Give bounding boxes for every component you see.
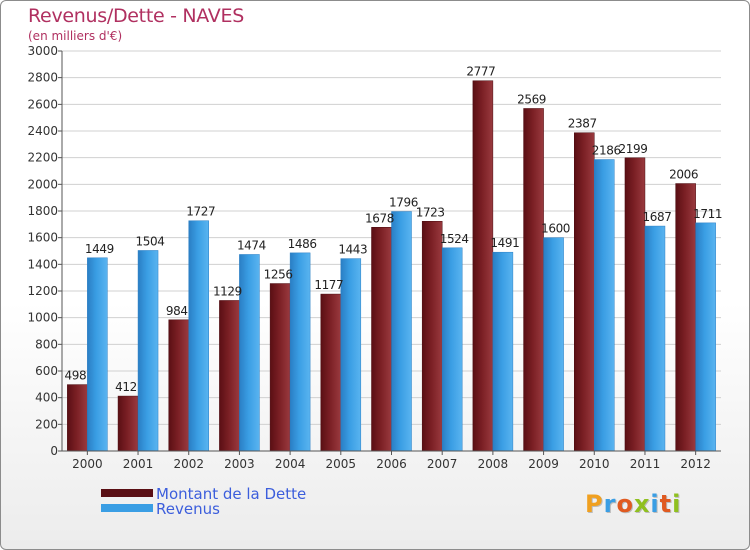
y-tick-label: 2000 [27, 177, 58, 191]
x-tick-label: 2000 [72, 457, 103, 471]
data-label: 412 [115, 380, 137, 394]
logo-letter: P [585, 490, 604, 518]
proxiti-logo: Proxiti [585, 490, 681, 518]
logo-letter: o [616, 490, 634, 518]
bar-dette [168, 319, 189, 452]
x-tick-label: 2005 [326, 457, 357, 471]
logo-letter: i [650, 490, 660, 518]
bar-revenus [492, 251, 514, 452]
data-label: 1443 [338, 243, 367, 257]
bar-revenus [644, 225, 666, 452]
bar-dette [371, 227, 392, 452]
x-tick-label: 2006 [376, 457, 407, 471]
y-tick-label: 1600 [27, 231, 58, 245]
x-tick-label: 2001 [123, 457, 154, 471]
legend-swatch-revenus [101, 504, 153, 512]
logo-letter: t [659, 490, 673, 518]
x-tick-label: 2011 [630, 457, 661, 471]
legend-label-revenus: Revenus [156, 500, 220, 518]
data-label: 984 [166, 304, 188, 318]
bar-revenus [543, 237, 564, 452]
x-tick-label: 2002 [173, 457, 204, 471]
data-label: 2777 [466, 65, 495, 79]
y-tick-label: 0 [50, 444, 58, 458]
data-label: 1474 [237, 238, 266, 252]
data-label: 1129 [213, 284, 242, 298]
bar-dette [574, 132, 595, 452]
bar-revenus [594, 159, 615, 452]
bar-revenus [340, 258, 362, 452]
chart-subtitle: (en milliers d'€) [28, 29, 123, 43]
bar-dette [523, 108, 544, 452]
bar-dette [219, 300, 240, 452]
data-label: 2186 [592, 144, 621, 158]
bar-revenus [137, 250, 159, 452]
bar-revenus [188, 220, 209, 452]
bar-dette [269, 283, 291, 452]
y-tick-label: 400 [35, 391, 58, 405]
logo-letter: x [633, 490, 651, 518]
bar-revenus [239, 254, 260, 452]
bar-revenus [87, 257, 108, 452]
legend-swatch-dette [101, 489, 153, 497]
y-tick-label: 3000 [27, 44, 58, 58]
y-tick-label: 1400 [27, 257, 58, 271]
data-label: 1723 [416, 205, 445, 219]
chart-title: Revenus/Dette - NAVES [28, 5, 244, 27]
data-label: 498 [64, 369, 86, 383]
y-tick-label: 600 [35, 364, 58, 378]
y-tick-label: 200 [35, 417, 58, 431]
legend-label-dette: Montant de la Dette [156, 485, 307, 503]
data-label: 2569 [517, 92, 546, 106]
data-label: 1711 [693, 207, 722, 221]
y-tick-label: 1800 [27, 204, 58, 218]
data-label: 1678 [365, 211, 394, 225]
data-label: 2199 [618, 142, 647, 156]
data-label: 1504 [136, 234, 165, 248]
x-tick-label: 2012 [680, 457, 711, 471]
y-tick-label: 1200 [27, 284, 58, 298]
x-tick-label: 2003 [224, 457, 255, 471]
data-label: 1727 [186, 205, 215, 219]
y-tick-label: 2600 [27, 97, 58, 111]
bar-dette [421, 221, 443, 452]
bar-dette [320, 293, 342, 452]
data-label: 1491 [490, 236, 519, 250]
bar-dette [472, 80, 494, 452]
y-tick-label: 800 [35, 337, 58, 351]
data-label: 2006 [669, 168, 698, 182]
logo-letter: r [603, 490, 617, 518]
x-tick-label: 2010 [579, 457, 610, 471]
y-tick-label: 1000 [27, 311, 58, 325]
data-label: 1687 [642, 210, 671, 224]
data-label: 1256 [264, 268, 293, 282]
logo-letter: i [672, 490, 682, 518]
y-tick-label: 2400 [27, 124, 58, 138]
y-tick-label: 2200 [27, 151, 58, 165]
bar-dette [624, 157, 646, 452]
data-label: 1796 [389, 196, 418, 210]
bar-dette [67, 384, 88, 452]
data-label: 2387 [568, 117, 597, 131]
bar-chart: 498 1449 412 1504 984 1727 1129 1474 1256 1486 117… [27, 44, 722, 471]
x-tick-label: 2004 [275, 457, 306, 471]
data-label: 1486 [288, 237, 317, 251]
bar-revenus [289, 252, 311, 452]
bar-dette [117, 395, 139, 452]
x-tick-label: 2009 [528, 457, 559, 471]
data-label: 1449 [85, 242, 114, 256]
y-tick-label: 2800 [27, 71, 58, 85]
bar-revenus [441, 247, 463, 452]
bar-dette [675, 183, 696, 452]
data-label: 1524 [440, 232, 469, 246]
bar-revenus [695, 222, 716, 452]
data-label: 1177 [314, 278, 343, 292]
data-label: 1600 [541, 222, 570, 236]
x-tick-label: 2008 [478, 457, 509, 471]
bar-revenus [391, 211, 412, 452]
x-tick-label: 2007 [427, 457, 458, 471]
